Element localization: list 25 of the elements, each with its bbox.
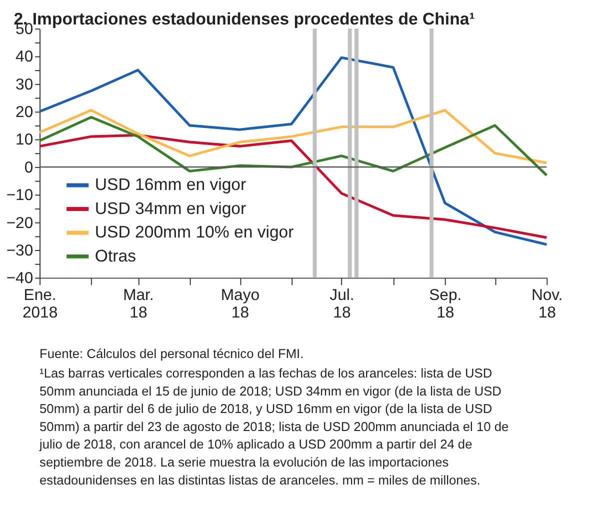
x-tick-label: Mar. 18 — [123, 286, 154, 322]
legend-label: Otras — [94, 246, 136, 266]
x-tick-label: Nov. 18 — [531, 286, 563, 322]
y-tick-label: 30 — [16, 76, 34, 94]
text: ¹Las barras verticales corresponden a las fechas de los aranceles: lista de USD 50mm anunciada el 15 de junio de 2018; USD 34mm en vigor (de la lista de USD 50mm) a partir del 6 de julio de 2018, y USD 16mm en vigor (de la lista de USD 50mm) a partir del 23 de agosto de 2018; lista de USD 200mm anunciada el 10 de julio de 2018, con arancel de 10% aplicado a USD 200mm a partir del 24 de septiembre de 2018. La serie muestra la evolución de las importaciones estadounidenses en las distintas listas de aranceles. mm = miles de millones. — [38, 366, 509, 488]
y-tick-label: −10 — [6, 187, 34, 204]
x-tick-label: Jul. 18 — [330, 286, 354, 322]
y-tick-label: −30 — [6, 242, 34, 260]
legend-label: USD 16mm en vigor — [94, 175, 247, 194]
x-tick-label: Sep. 18 — [429, 286, 462, 322]
y-tick-label: 0 — [24, 159, 34, 176]
x-tick-label: Mayo 18 — [220, 286, 260, 322]
line-series — [38, 56, 548, 246]
source-note: Fuente: Cálculos del personal técnico del FMI. — [40, 346, 304, 361]
line-series — [38, 134, 548, 239]
line-series — [38, 108, 548, 164]
y-tick-label: −40 — [6, 270, 34, 288]
line-series — [38, 116, 548, 177]
x-tick-label: Ene. 2018 — [22, 286, 58, 322]
y-tick-label: 10 — [16, 132, 34, 149]
legend-label: USD 34mm en vigor — [94, 198, 247, 218]
y-tick-label: 40 — [16, 48, 34, 66]
y-tick-label: 20 — [16, 104, 34, 122]
legend-label: USD 200mm 10% en vigor — [94, 222, 294, 242]
y-tick-label: −20 — [6, 214, 34, 232]
